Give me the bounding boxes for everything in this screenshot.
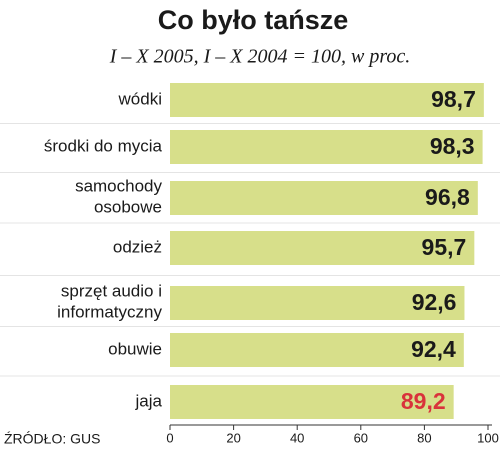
x-tick-label: 40: [290, 430, 304, 445]
x-tick-label: 100: [477, 430, 499, 445]
category-label: obuwie: [108, 339, 162, 358]
category-label: samochody osobowe: [75, 177, 162, 217]
bar: [170, 181, 478, 215]
x-tick-label: 60: [354, 430, 368, 445]
value-label: 92,4: [411, 336, 456, 362]
value-label: 95,7: [422, 234, 467, 260]
bar: [170, 333, 464, 367]
value-label: 98,3: [430, 133, 475, 159]
bar: [170, 286, 465, 320]
x-tick-label: 0: [166, 430, 173, 445]
chart-subtitle: I – X 2005, I – X 2004 = 100, w proc.: [109, 46, 411, 68]
value-label: 89,2: [401, 388, 446, 414]
category-label: wódki: [118, 89, 162, 108]
category-label: środki do mycia: [44, 136, 163, 155]
x-tick-label: 80: [417, 430, 431, 445]
chart-title: Co było tańsze: [158, 5, 349, 35]
category-label: sprzęt audio i informatyczny: [57, 282, 162, 322]
value-label: 96,8: [425, 184, 470, 210]
category-label: jaja: [135, 391, 163, 410]
value-label: 98,7: [431, 86, 476, 112]
source: ŹRÓDŁO: GUS: [4, 431, 100, 447]
bar: [170, 130, 483, 164]
value-label: 92,6: [412, 289, 457, 315]
bar: [170, 385, 454, 419]
bar: [170, 83, 484, 117]
category-label: odzież: [113, 237, 162, 256]
x-tick-label: 20: [226, 430, 240, 445]
bar: [170, 231, 475, 265]
